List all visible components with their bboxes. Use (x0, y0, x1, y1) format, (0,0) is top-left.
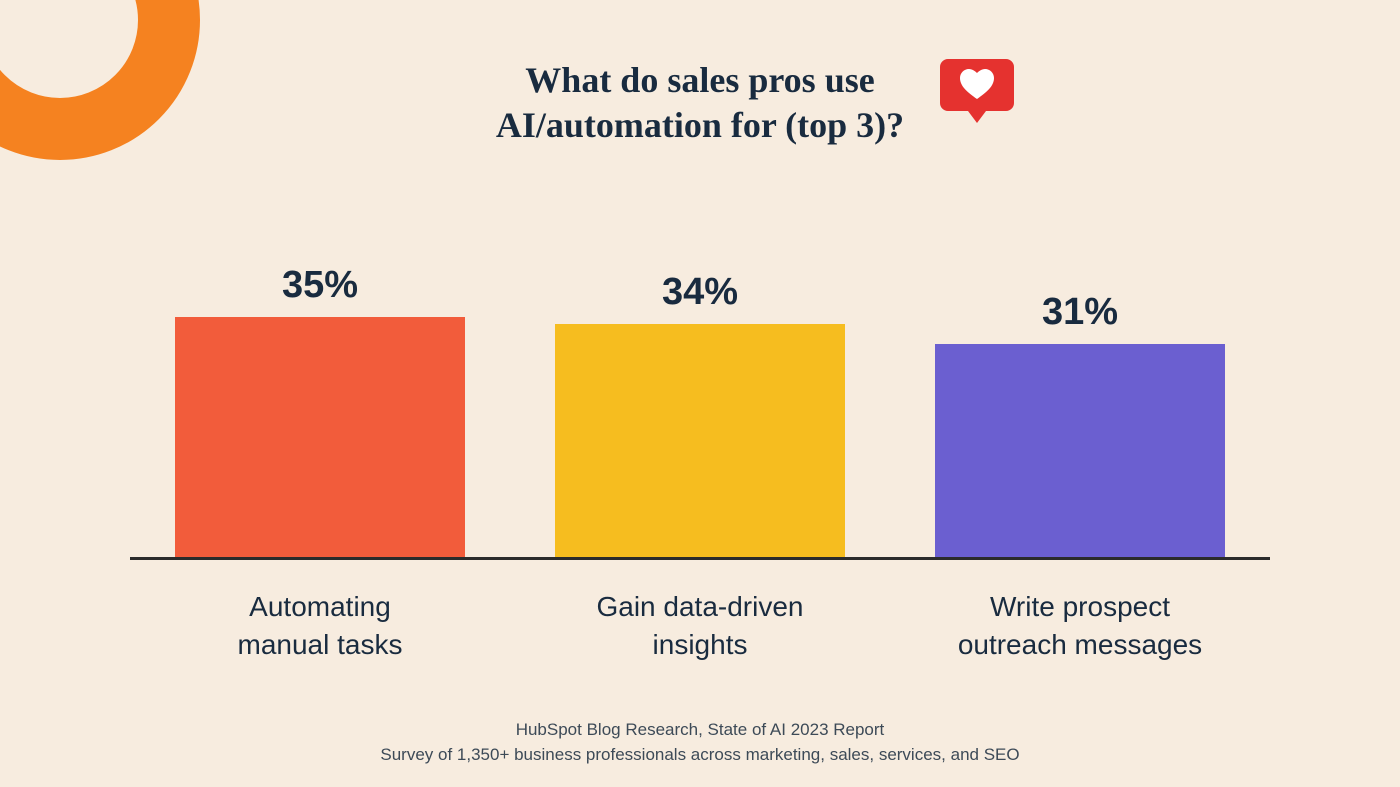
bar-label-2-line1: Write prospect (990, 591, 1170, 622)
footer-attribution: HubSpot Blog Research, State of AI 2023 … (0, 718, 1400, 767)
title-line-1: What do sales pros use (430, 58, 970, 103)
bar-value-2: 31% (1042, 291, 1118, 334)
x-axis (130, 557, 1270, 560)
bar-label-2-line2: outreach messages (958, 629, 1202, 660)
bar-chart: 35% 34% 31% Automating manual tasks Gain… (130, 240, 1270, 560)
infographic-canvas: What do sales pros use AI/automation for… (0, 0, 1400, 787)
decor-ring (0, 0, 200, 160)
bar-label-0-line2: manual tasks (238, 629, 403, 660)
bar-value-1: 34% (662, 271, 738, 314)
footer-line-1: HubSpot Blog Research, State of AI 2023 … (0, 718, 1400, 743)
footer-line-2: Survey of 1,350+ business professionals … (0, 743, 1400, 768)
title-line-2: AI/automation for (top 3)? (430, 103, 970, 148)
bar-rect-2 (935, 344, 1225, 557)
bar-label-2: Write prospect outreach messages (935, 588, 1225, 664)
bar-rect-0 (175, 317, 465, 557)
bar-group-0: 35% (175, 264, 465, 557)
labels-row: Automating manual tasks Gain data-driven… (130, 588, 1270, 664)
bar-label-0-line1: Automating (249, 591, 391, 622)
bar-rect-1 (555, 324, 845, 557)
bar-group-1: 34% (555, 271, 845, 557)
title-container: What do sales pros use AI/automation for… (430, 58, 970, 148)
bar-label-1: Gain data-driven insights (555, 588, 845, 664)
bars-row: 35% 34% 31% (130, 240, 1270, 557)
bar-value-0: 35% (282, 264, 358, 307)
bar-group-2: 31% (935, 291, 1225, 557)
bar-label-0: Automating manual tasks (175, 588, 465, 664)
bar-label-1-line2: insights (653, 629, 748, 660)
heart-icon (940, 55, 1014, 130)
bar-label-1-line1: Gain data-driven (596, 591, 803, 622)
